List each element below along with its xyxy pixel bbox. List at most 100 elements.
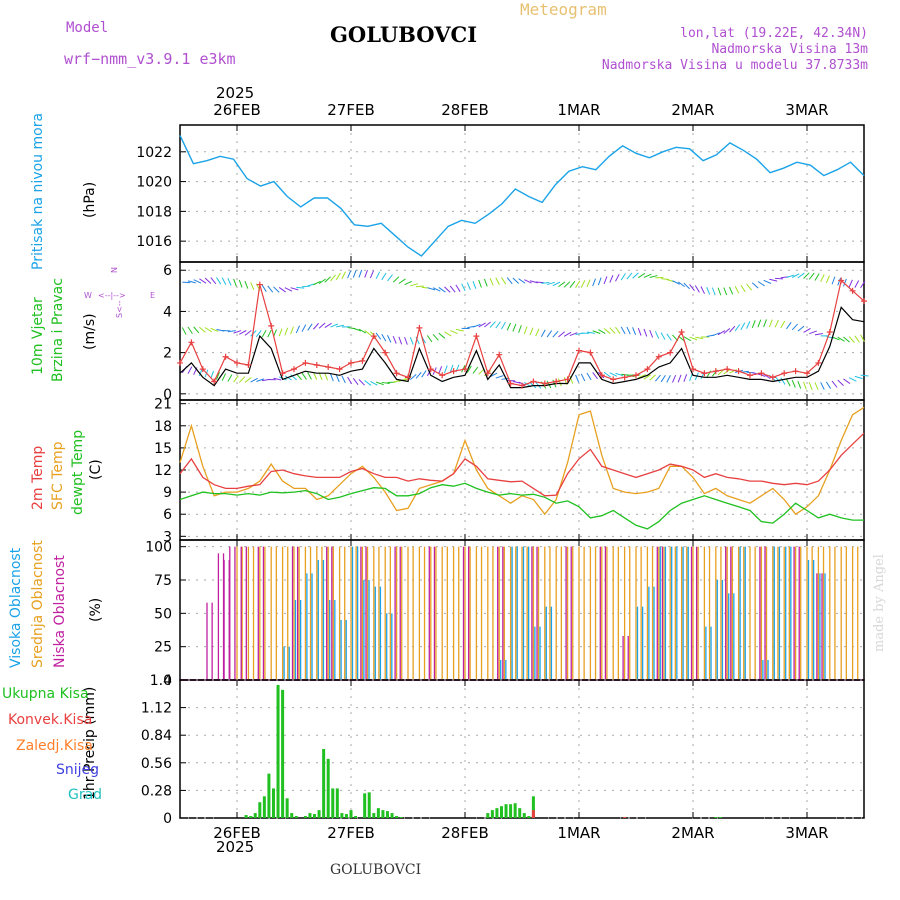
wind-arrow <box>375 381 384 386</box>
precip-bar <box>267 773 271 818</box>
wind-arrow <box>563 331 572 337</box>
precip-bar <box>363 793 367 818</box>
wind-gust-marker <box>507 380 514 387</box>
wind-arrow <box>444 365 448 374</box>
wind-arrow <box>199 326 206 333</box>
date-tick-label: 3MAR <box>785 101 828 119</box>
wind-arrow <box>370 381 378 386</box>
wind-arrow <box>489 321 496 328</box>
wind-arrow <box>432 334 439 341</box>
wind-arrow <box>837 336 845 342</box>
wind-arrow <box>694 285 700 293</box>
wind-panel: 0 2 4 6 <box>163 261 869 403</box>
wind-arrow <box>558 281 566 288</box>
y-tick-label: 1.12 <box>141 701 172 717</box>
y-tick-label: 1022 <box>136 145 172 161</box>
precip-bar <box>399 817 403 818</box>
pressure-panel: 1016 1018 1020 1022 <box>136 124 865 263</box>
precip-bar <box>499 806 503 818</box>
wind-gust-marker <box>405 374 411 381</box>
wind-arrow <box>455 328 464 332</box>
wind-gust-marker <box>724 366 731 373</box>
wind-arrow <box>273 377 282 381</box>
wind-arrow <box>546 281 555 286</box>
wind-arrow <box>615 372 624 377</box>
wind-arrow <box>746 321 751 329</box>
wind-gust-marker <box>826 329 833 336</box>
wind-arrow <box>330 274 336 282</box>
wind-gust-marker <box>427 366 434 373</box>
wind-arrow <box>358 328 367 334</box>
wind-gust-marker <box>484 370 491 377</box>
wind-arrow <box>729 325 736 333</box>
wind-arrow <box>860 374 869 377</box>
wind-arrow <box>506 277 513 285</box>
y-tick-label: 0.28 <box>141 783 172 799</box>
wind-gust-marker <box>553 378 560 385</box>
precip-bar <box>518 808 522 818</box>
y-tick-label: 3 <box>163 529 172 545</box>
wind-arrow <box>831 336 840 341</box>
wind-arrow <box>233 375 239 383</box>
precip-bar <box>714 817 718 818</box>
y-tick-label: 100 <box>145 540 172 556</box>
wind-arrow <box>592 278 596 287</box>
y-tick-label: 2 <box>163 346 172 362</box>
precip-bar <box>285 798 289 818</box>
wind-arrow <box>199 278 207 284</box>
wind-arrow <box>398 278 406 284</box>
precip-bar <box>354 816 358 818</box>
wind-arrow <box>187 326 193 334</box>
wind-arrow <box>267 329 272 338</box>
wind-arrow <box>301 372 307 380</box>
y-tick-label: 4 <box>163 304 172 320</box>
wind-arrow <box>472 323 481 328</box>
wind-gust-marker <box>701 370 708 377</box>
wind-arrow <box>643 328 648 337</box>
wind-arrow <box>278 328 283 337</box>
wind-arrow <box>774 319 779 328</box>
wind-compass-legend: N W E <--|--> S<-- <box>84 267 155 318</box>
wind-arrow <box>843 378 851 384</box>
wind-gust-marker <box>393 370 400 377</box>
wind-arrow <box>324 372 328 381</box>
y-tick-label: 6 <box>163 263 172 279</box>
wind-arrow <box>734 324 741 332</box>
wind-gust-marker <box>256 281 263 288</box>
date-tick-label: 28FEB <box>441 824 488 842</box>
wind-arrow <box>638 374 646 379</box>
wind-arrow <box>723 287 728 296</box>
wind-arrow <box>227 374 233 382</box>
wind-gust-marker <box>177 359 183 366</box>
model-elevation-label: Nadmorska Visina u modelu 37.8733m <box>601 58 868 73</box>
wind-arrow <box>347 376 353 385</box>
wind-arrow <box>244 280 249 289</box>
date-tick-label: 1MAR <box>557 101 600 119</box>
wind-arrow <box>814 273 820 281</box>
wind-arrow <box>774 376 781 383</box>
wind-arrow <box>296 286 305 289</box>
wind-arrow <box>535 281 544 284</box>
legend-freezing: Zaledj.Kisa <box>16 738 93 754</box>
wind-arrow <box>233 330 242 334</box>
wind-gust-marker <box>815 359 822 366</box>
y-tick-label: 6 <box>163 507 172 523</box>
precip-bar <box>258 802 262 818</box>
wind-gust-marker <box>530 378 537 385</box>
wind-arrow <box>751 282 759 289</box>
wind-gust-marker <box>302 359 309 366</box>
wind-arrow <box>689 284 695 292</box>
wind-arrow <box>609 327 616 334</box>
wind-arrow <box>603 276 608 285</box>
wind-arrow <box>683 282 690 290</box>
wind-arrow <box>632 272 639 279</box>
wind-arrow <box>324 322 332 328</box>
wind-arrow <box>381 272 387 281</box>
wind-arrow <box>769 278 778 282</box>
wind-arrow <box>529 327 534 336</box>
y-tick-label: 0 <box>163 811 172 827</box>
precip-bar <box>326 758 330 818</box>
wind-arrow <box>854 280 860 288</box>
wind-arrow <box>854 375 863 380</box>
precip-bar <box>527 816 531 818</box>
